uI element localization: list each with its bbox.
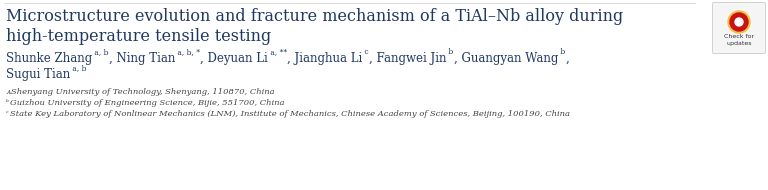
- Text: ᵇ: ᵇ: [6, 99, 9, 107]
- Text: Sugui Tian: Sugui Tian: [6, 68, 70, 81]
- Text: ᶜ: ᶜ: [6, 110, 8, 118]
- Text: , Guangyan Wang: , Guangyan Wang: [454, 52, 558, 65]
- Text: a, b: a, b: [70, 64, 87, 72]
- Circle shape: [730, 13, 748, 31]
- Text: State Key Laboratory of Nonlinear Mechanics (LNM), Institute of Mechanics, Chine: State Key Laboratory of Nonlinear Mechan…: [10, 110, 570, 118]
- Text: ,: ,: [565, 52, 569, 65]
- Text: b: b: [558, 48, 565, 56]
- Text: Shunke Zhang: Shunke Zhang: [6, 52, 92, 65]
- Text: a, b: a, b: [92, 48, 109, 56]
- Text: Guizhou University of Engineering Science, Bijie, 551700, China: Guizhou University of Engineering Scienc…: [10, 99, 284, 107]
- Text: , Jianghua Li: , Jianghua Li: [287, 52, 362, 65]
- Text: b: b: [446, 48, 454, 56]
- Circle shape: [728, 11, 750, 33]
- Text: high-temperature tensile testing: high-temperature tensile testing: [6, 28, 271, 45]
- Text: , Fangwei Jin: , Fangwei Jin: [369, 52, 446, 65]
- Text: Check for
updates: Check for updates: [724, 34, 754, 46]
- Text: c: c: [362, 48, 369, 56]
- Text: , Deyuan Li: , Deyuan Li: [200, 52, 268, 65]
- Text: Shenyang University of Technology, Shenyang, 110870, China: Shenyang University of Technology, Sheny…: [12, 88, 275, 96]
- Text: a, **: a, **: [268, 48, 287, 56]
- Circle shape: [735, 18, 743, 26]
- Text: a, b, *: a, b, *: [175, 48, 200, 56]
- Text: Microstructure evolution and fracture mechanism of a TiAl–Nb alloy during: Microstructure evolution and fracture me…: [6, 8, 624, 25]
- FancyBboxPatch shape: [713, 2, 766, 54]
- Text: , Ning Tian: , Ning Tian: [109, 52, 175, 65]
- Text: ᴀ: ᴀ: [6, 88, 10, 96]
